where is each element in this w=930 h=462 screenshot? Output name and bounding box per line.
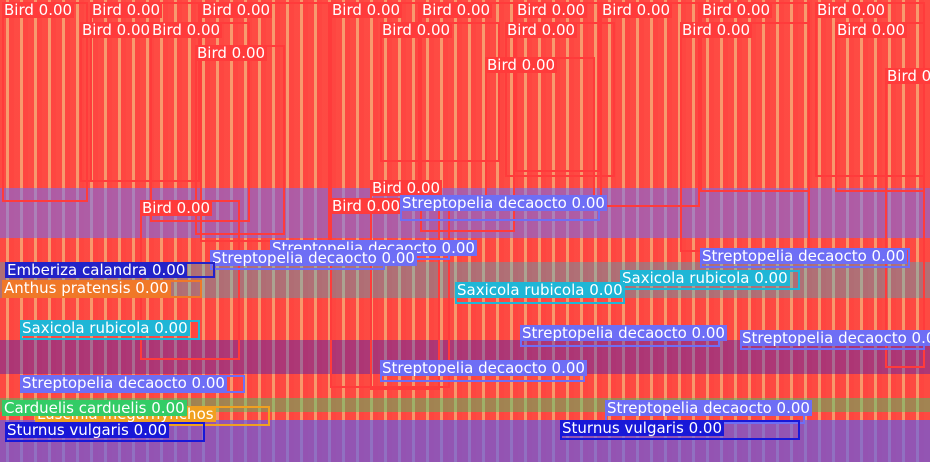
- detection-label: Bird 0.00: [505, 21, 578, 39]
- detection-label: Bird 0.00: [420, 1, 493, 19]
- detection-label: Bird 0.00: [150, 21, 223, 39]
- detection-label: Streptopelia decaocto 0.00: [520, 324, 727, 342]
- detection-label: Bird 0.00: [90, 1, 163, 19]
- detection-label: Bird 0.00: [330, 197, 403, 215]
- detection-box: [485, 57, 595, 207]
- detection-label: Bird 0.00: [835, 21, 908, 39]
- detection-box: [380, 22, 500, 162]
- detection-box: [2, 2, 88, 202]
- detection-label: Streptopelia decaocto 0.00: [740, 330, 930, 346]
- detection-label: Bird 0.00: [600, 1, 673, 19]
- detection-label: Saxicola rubicola 0.00: [20, 319, 190, 337]
- detection-label: Streptopelia decaocto 0.00: [605, 399, 812, 417]
- detection-label: Bird 0.00: [485, 56, 558, 74]
- detection-label: Sturnus vulgaris 0.00: [560, 419, 724, 437]
- detection-label: Bird 0.00: [140, 199, 213, 217]
- detection-label: Bird 0.00: [330, 1, 403, 19]
- detection-label: Streptopelia decaocto 0.00: [400, 194, 607, 212]
- detection-label: Bird 0.00: [2, 1, 75, 19]
- detection-box: [680, 22, 810, 252]
- detection-label: Anthus pratensis 0.00: [2, 279, 171, 297]
- detection-label: Saxicola rubicola 0.00: [455, 281, 625, 299]
- detection-label: Bird 0.00: [380, 21, 453, 39]
- detection-label: Bird 0.00: [680, 21, 753, 39]
- detection-label: Streptopelia decaocto 0.00: [210, 249, 417, 267]
- detection-label: Bird 0.00: [200, 1, 273, 19]
- detection-label: Sturnus vulgaris 0.00: [5, 421, 169, 439]
- detection-label: Emberiza calandra 0.00: [5, 261, 188, 279]
- detection-label: Bird 0.00: [700, 1, 773, 19]
- detection-label: Bird 0.00: [80, 21, 153, 39]
- detection-label: Carduelis carduelis 0.00: [2, 399, 187, 417]
- detection-label: Streptopelia decaocto 0.00: [380, 359, 587, 377]
- detection-label: Bird 0.00: [195, 44, 268, 62]
- detection-box: [885, 68, 925, 368]
- detection-label: Bird 0.00: [370, 179, 443, 197]
- detection-label: Streptopelia decaocto 0.00: [700, 247, 907, 265]
- detection-label: Saxicola rubicola 0.00: [620, 269, 790, 287]
- detection-label: Bird 0.00: [885, 68, 930, 84]
- detection-label: Bird 0.00: [815, 1, 888, 19]
- detection-label: Streptopelia decaocto 0.00: [20, 374, 227, 392]
- detection-label: Bird 0.00: [515, 1, 588, 19]
